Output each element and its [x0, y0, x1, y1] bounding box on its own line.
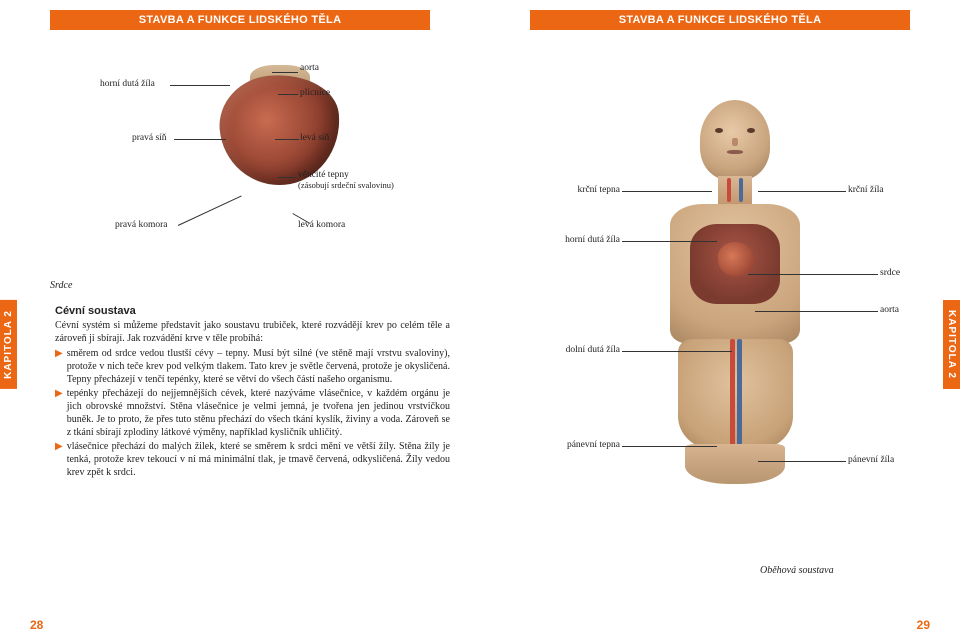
text-intro: Cévní systém si můžeme představit jako s…: [55, 319, 450, 345]
spread: STAVBA A FUNKCE LIDSKÉHO TĚLA KAPITOLA 2…: [0, 0, 960, 640]
label-aorta: aorta: [300, 63, 319, 73]
label-vencite: věnčité tepny (zásobují srdeční svalovin…: [298, 170, 394, 191]
bullet-1: ▶ směrem od srdce vedou tlustší cévy – t…: [55, 347, 450, 386]
text-heading: Cévní soustava: [55, 305, 450, 317]
bullet-2: ▶ tepénky přecházejí do nejjemnějších cé…: [55, 387, 450, 439]
label-leva-sin: levá síň: [300, 133, 329, 143]
label-horni-duta-zila-body: horní dutá žíla: [530, 235, 620, 245]
text-block: Cévní soustava Cévní systém si můžeme př…: [55, 305, 450, 480]
label-prava-sin: pravá síň: [132, 133, 167, 143]
bullet-2-text: tepénky přecházejí do nejjemnějších céve…: [67, 387, 450, 439]
label-krcni-tepna: krční tepna: [550, 185, 620, 195]
heart-caption: Srdce: [50, 280, 72, 291]
bullet-icon: ▶: [55, 440, 63, 479]
pelvis-shape: [685, 444, 785, 484]
side-tab-right: KAPITOLA 2: [943, 300, 960, 389]
right-page: STAVBA A FUNKCE LIDSKÉHO TĚLA KAPITOLA 2: [480, 0, 960, 640]
page-num-left: 28: [30, 618, 43, 632]
side-tab-left: KAPITOLA 2: [0, 300, 17, 389]
bullet-icon: ▶: [55, 387, 63, 439]
page-num-right: 29: [917, 618, 930, 632]
label-dolni-duta-zila: dolní dutá žíla: [530, 345, 620, 355]
label-horni-duta-zila: horní dutá žíla: [100, 79, 155, 89]
header-left: STAVBA A FUNKCE LIDSKÉHO TĚLA: [50, 10, 430, 30]
head-shape: [700, 100, 770, 180]
bullet-1-text: směrem od srdce vedou tlustší cévy – tep…: [67, 347, 450, 386]
bullet-icon: ▶: [55, 347, 63, 386]
body-diagram: krční tepna krční žíla horní dutá žíla s…: [500, 90, 940, 510]
label-vencite-sub: (zásobují srdeční svalovinu): [298, 180, 394, 190]
bullet-list: ▶ směrem od srdce vedou tlustší cévy – t…: [55, 347, 450, 479]
body-caption: Oběhová soustava: [760, 565, 834, 576]
torso-illustration: [650, 100, 820, 484]
bullet-3-text: vlásečnice přechází do malých žilek, kte…: [67, 440, 450, 479]
label-prava-komora: pravá komora: [115, 220, 168, 230]
label-panevni-tepna: pánevní tepna: [530, 440, 620, 450]
header-right: STAVBA A FUNKCE LIDSKÉHO TĚLA: [530, 10, 910, 30]
label-panevni-zila: pánevní žíla: [848, 455, 894, 465]
left-page: STAVBA A FUNKCE LIDSKÉHO TĚLA KAPITOLA 2…: [0, 0, 480, 640]
abdomen-shape: [678, 339, 793, 449]
heart-diagram: horní dutá žíla pravá síň pravá komora a…: [20, 45, 460, 245]
label-srdce-body: srdce: [880, 268, 900, 278]
neck-shape: [718, 176, 752, 204]
label-plicnice: plícnice: [300, 88, 330, 98]
label-vencite-main: věnčité tepny: [298, 170, 349, 180]
bullet-3: ▶ vlásečnice přechází do malých žilek, k…: [55, 440, 450, 479]
label-aorta-body: aorta: [880, 305, 899, 315]
label-krcni-zila: krční žíla: [848, 185, 884, 195]
